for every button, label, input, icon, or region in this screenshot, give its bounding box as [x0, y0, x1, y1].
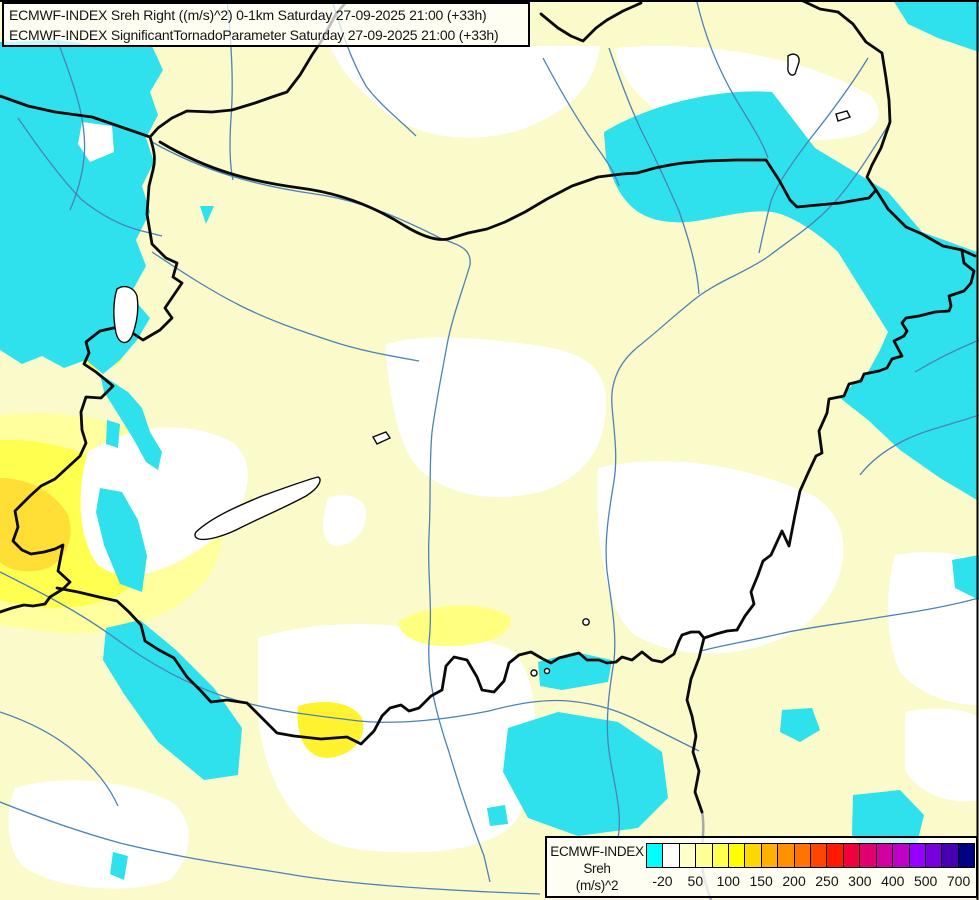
- title-box: ECMWF-INDEX Sreh Right ((m/s)^2) 0-1km S…: [2, 2, 530, 47]
- legend-tick-label: 500: [913, 873, 938, 889]
- legend-color-cell: [892, 844, 909, 867]
- legend-color-cell: [842, 844, 860, 867]
- legend-color-cell: [908, 844, 925, 867]
- title-line-2: ECMWF-INDEX SignificantTornadoParameter …: [9, 26, 499, 43]
- legend-color-cell: [695, 844, 712, 867]
- white-hole-in-cyan: [78, 122, 114, 162]
- legend-tick-label: 50: [687, 873, 704, 889]
- legend-color-cell: [744, 844, 761, 867]
- lake-neusiedl: [113, 285, 139, 344]
- white-patches: [8, 45, 979, 889]
- lake-balaton: [194, 476, 321, 541]
- legend-label: ECMWF-INDEX Sreh (m/s)^2: [549, 843, 645, 894]
- legend-tick-label: 250: [815, 873, 839, 889]
- legend-color-cell: [728, 844, 745, 867]
- legend-color-cell: [647, 844, 663, 867]
- legend-color-cell: [859, 844, 876, 867]
- legend-tick-label: 300: [848, 873, 872, 889]
- legend-tick-label: 700: [946, 873, 971, 889]
- legend-color-cell: [924, 844, 942, 867]
- legend-color-cell: [777, 844, 794, 867]
- legend-colorbar: [646, 843, 975, 868]
- lakes: [113, 53, 851, 677]
- legend-color-cell: [711, 844, 729, 867]
- legend-color-cell: [662, 844, 679, 867]
- legend-color-cell: [793, 844, 811, 867]
- country-borders: [0, 0, 977, 814]
- legend-color-cell: [941, 844, 958, 867]
- legend-color-cell: [810, 844, 827, 867]
- legend-units: (m/s)^2: [575, 878, 619, 893]
- legend-color-cell: [875, 844, 893, 867]
- legend-color-cell: [826, 844, 843, 867]
- legend-tick-label: 400: [881, 873, 905, 889]
- legend-title: ECMWF-INDEX: [550, 844, 644, 859]
- legend-tick-label: 200: [782, 873, 806, 889]
- legend-tick-label: 100: [716, 873, 740, 889]
- lake-velence: [371, 431, 392, 445]
- legend-box: ECMWF-INDEX Sreh (m/s)^2 -20 50 100 150 200 2…: [545, 836, 978, 898]
- legend-tick-label: 150: [749, 873, 773, 889]
- legend-color-cell: [760, 844, 778, 867]
- legend-tick-label: -20: [652, 873, 673, 889]
- legend-color-cell: [957, 844, 975, 867]
- legend-subtitle: Sreh: [583, 861, 611, 876]
- legend-color-cell: [678, 844, 696, 867]
- title-line-1: ECMWF-INDEX Sreh Right ((m/s)^2) 0-1km S…: [9, 7, 487, 23]
